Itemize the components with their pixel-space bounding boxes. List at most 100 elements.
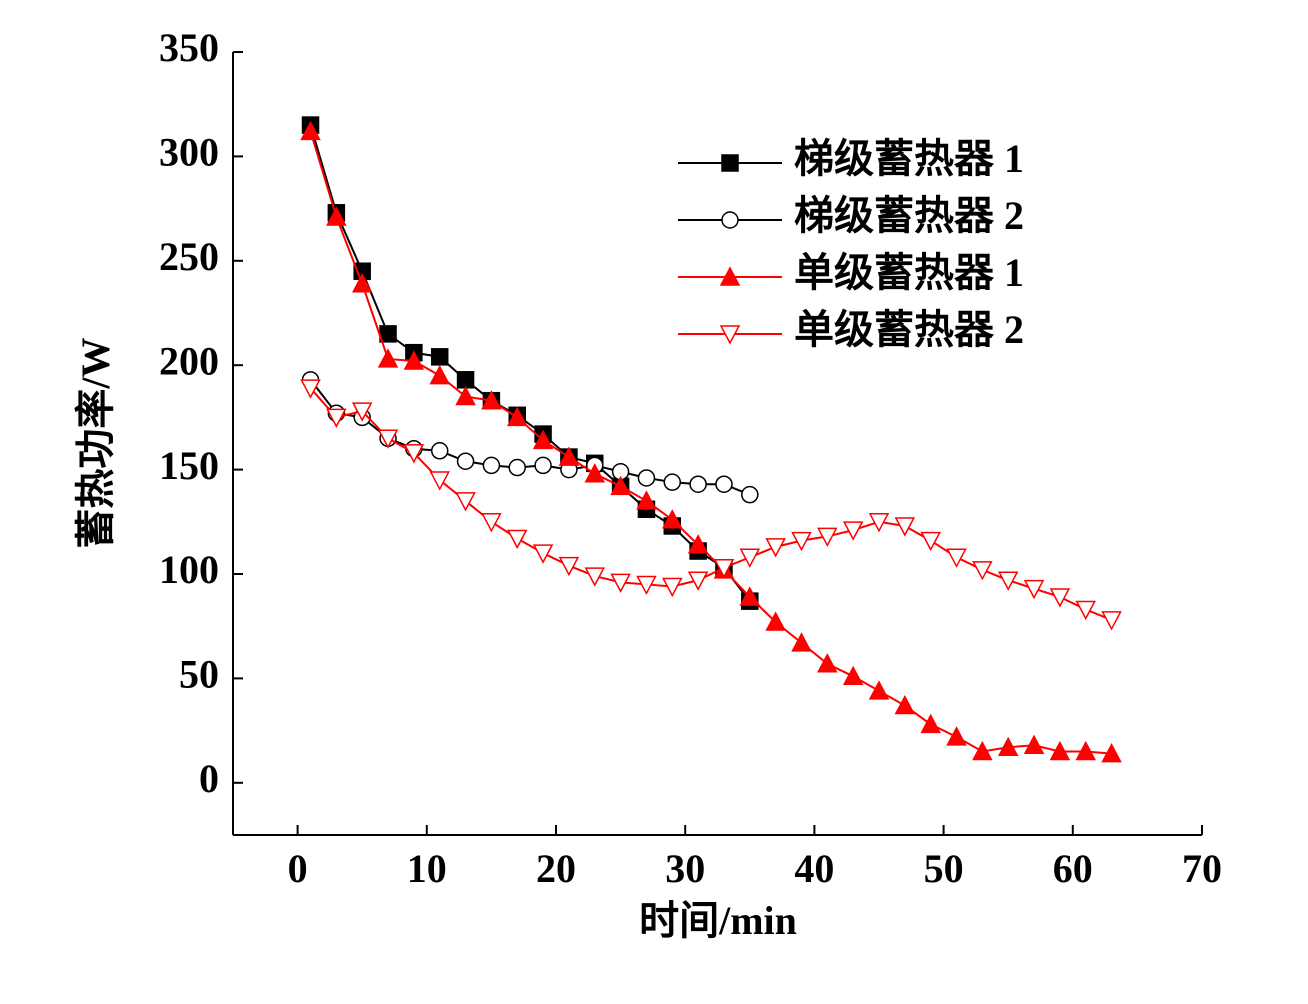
point <box>894 694 916 715</box>
point <box>1101 742 1122 763</box>
point <box>610 475 631 496</box>
y-tick-label: 50 <box>179 652 219 697</box>
x-tick-label: 20 <box>536 846 576 891</box>
point <box>351 273 373 293</box>
y-tick-label: 100 <box>159 547 219 592</box>
point <box>765 538 786 558</box>
y-tick-label: 200 <box>159 338 219 383</box>
point <box>791 531 812 552</box>
point <box>610 573 631 593</box>
point <box>715 475 733 493</box>
point <box>662 509 683 529</box>
series-line <box>309 379 751 496</box>
y-tick-label: 150 <box>159 443 219 488</box>
point <box>300 379 321 399</box>
y-tick-label: 350 <box>159 25 219 70</box>
point <box>430 348 449 366</box>
point <box>689 475 707 493</box>
y-tick-label: 300 <box>159 130 219 175</box>
point <box>326 206 347 226</box>
point <box>506 406 528 427</box>
y-axis-label: 蓄热功率/W <box>73 337 118 548</box>
point <box>997 736 1019 757</box>
point <box>868 513 890 533</box>
legend-marker <box>719 266 741 286</box>
point <box>636 490 657 510</box>
point <box>663 473 682 491</box>
series-line <box>309 387 1112 621</box>
x-tick-label: 0 <box>288 846 308 891</box>
x-tick-label: 10 <box>407 846 447 891</box>
point <box>1023 734 1045 754</box>
point <box>584 567 606 587</box>
point <box>377 429 399 449</box>
point <box>584 463 606 483</box>
point <box>300 120 321 141</box>
point <box>481 513 502 533</box>
point <box>741 485 759 504</box>
point <box>532 544 554 564</box>
point <box>1075 600 1096 621</box>
point <box>1023 579 1045 600</box>
point <box>687 534 709 554</box>
point <box>972 740 993 761</box>
point <box>508 458 526 477</box>
point <box>817 653 838 673</box>
point <box>455 385 476 406</box>
point <box>972 561 993 581</box>
x-tick-label: 50 <box>924 846 964 891</box>
legend-label: 单级蓄热器 1 <box>794 250 1024 295</box>
point <box>326 408 347 429</box>
x-axis-label: 时间/min <box>639 898 797 943</box>
point <box>713 558 735 579</box>
point <box>379 325 397 343</box>
point <box>739 548 761 568</box>
point <box>506 529 528 550</box>
point <box>558 446 580 466</box>
x-tick-label: 40 <box>794 846 834 891</box>
point <box>456 452 475 470</box>
point <box>791 632 812 652</box>
point <box>1049 588 1071 608</box>
point <box>817 527 838 548</box>
point <box>765 611 786 631</box>
legend-label: 梯级蓄热器 2 <box>794 193 1024 238</box>
legend-marker <box>721 211 739 229</box>
point <box>636 575 657 596</box>
legend-label: 梯级蓄热器 1 <box>794 136 1024 181</box>
point <box>455 492 476 512</box>
y-tick-label: 0 <box>199 756 219 801</box>
point <box>894 517 916 537</box>
point <box>377 348 399 368</box>
point <box>662 577 683 598</box>
point <box>997 571 1019 591</box>
point <box>868 680 890 700</box>
point <box>534 456 552 475</box>
point <box>946 726 967 746</box>
point <box>482 456 501 475</box>
point <box>739 586 761 606</box>
point <box>351 402 373 422</box>
point <box>920 713 941 734</box>
point <box>430 442 449 460</box>
point <box>456 371 475 389</box>
point <box>687 571 709 591</box>
point <box>637 469 656 487</box>
point <box>946 548 967 568</box>
point <box>1049 740 1071 761</box>
point <box>429 365 450 385</box>
point <box>842 665 864 686</box>
x-tick-label: 70 <box>1182 846 1222 891</box>
point <box>403 350 425 370</box>
y-tick-label: 250 <box>159 234 219 279</box>
point <box>842 521 864 541</box>
point <box>403 444 425 464</box>
legend-marker <box>721 154 739 172</box>
point <box>558 556 580 577</box>
legend-label: 单级蓄热器 2 <box>794 307 1024 352</box>
point <box>532 429 554 450</box>
point <box>920 531 941 552</box>
x-tick-label: 60 <box>1053 846 1093 891</box>
point <box>481 390 502 410</box>
